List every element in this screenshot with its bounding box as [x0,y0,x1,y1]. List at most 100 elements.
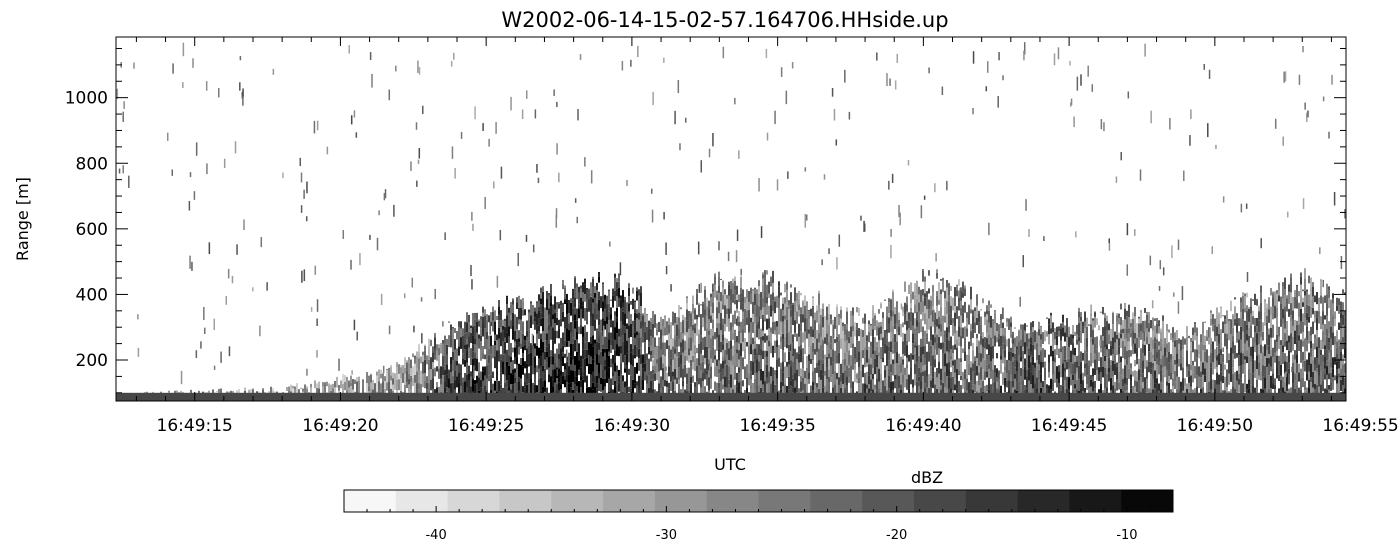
echo-cell [900,363,902,373]
echo-cell [1210,310,1212,313]
echo-cell [682,380,684,387]
echo-cell [1326,294,1328,304]
echo-cell [1034,371,1036,384]
echo-cell [806,301,808,309]
echo-cell [860,350,862,363]
echo-cell [772,380,774,394]
echo-cell [490,378,492,391]
echo-cell [914,283,916,296]
echo-cell [554,382,556,389]
echo-cell [766,270,768,275]
echo-cell [1152,358,1154,363]
echo-cell [1098,325,1100,331]
echo-cell [478,334,480,339]
speckle-echo [314,265,317,275]
speckle-echo [894,80,897,90]
echo-cell [1056,335,1058,346]
echo-cell [1254,293,1256,305]
echo-cell [666,380,668,387]
echo-cell [1210,353,1212,363]
speckle-echo [234,141,237,154]
echo-cell [1090,379,1092,387]
echo-cell [720,312,722,323]
speckle-echo [1286,211,1289,218]
echo-cell [516,329,518,339]
echo-cell [1126,364,1128,378]
echo-cell [714,332,716,340]
echo-cell [362,379,364,387]
echo-cell [538,306,540,311]
echo-cell [772,367,774,381]
echo-cell [968,354,970,365]
echo-cell [1112,371,1114,377]
echo-cell [986,332,988,339]
echo-cell [712,328,714,336]
echo-cell [922,301,924,313]
echo-cell [564,299,566,305]
echo-cell [980,309,982,311]
echo-cell [420,356,422,364]
echo-cell [842,330,844,339]
echo-cell [922,269,924,271]
echo-cell [400,367,402,374]
echo-cell [1178,358,1180,367]
echo-cell [812,329,814,338]
echo-cell [1204,375,1206,383]
echo-cell [936,342,938,355]
echo-cell [1074,347,1076,356]
echo-cell [518,381,520,391]
echo-cell [1118,313,1120,319]
echo-cell [636,309,638,314]
echo-cell [934,354,936,360]
echo-cell [1282,376,1284,388]
echo-cell [1250,362,1252,373]
echo-cell [790,309,792,317]
echo-cell [1092,381,1094,392]
echo-cell [770,305,772,317]
echo-cell [1080,373,1082,385]
echo-cell [1020,324,1022,330]
echo-cell [842,373,844,385]
echo-cell [804,378,806,384]
echo-cell [1234,297,1236,300]
echo-cell [340,379,342,381]
echo-cell [506,297,508,305]
echo-cell [1278,295,1280,302]
echo-cell [1030,384,1032,395]
echo-cell [426,389,428,394]
echo-cell [412,353,414,358]
echo-cell [706,374,708,386]
echo-cell [944,306,946,317]
echo-cell [882,318,884,330]
echo-cell [424,373,426,381]
echo-cell [1250,306,1252,314]
speckle-echo [946,180,948,191]
echo-cell [1108,372,1110,382]
echo-cell [700,335,702,342]
echo-cell [820,379,822,393]
echo-cell [614,277,616,291]
speckle-echo [1282,136,1284,146]
echo-cell [1284,341,1286,347]
echo-cell [578,343,580,354]
echo-cell [464,321,466,334]
echo-cell [1150,351,1152,363]
echo-cell [880,326,882,334]
echo-cell [1338,382,1340,390]
echo-cell [672,371,674,377]
speckle-echo [171,169,174,176]
echo-cell [790,360,792,367]
echo-cell [448,378,450,389]
echo-cell [842,338,844,349]
echo-cell [692,362,694,370]
echo-cell [718,285,720,293]
echo-cell [572,343,574,351]
echo-cell [680,364,682,378]
echo-cell [872,318,874,330]
echo-cell [1240,352,1242,366]
echo-cell [470,325,472,329]
echo-cell [1208,327,1210,329]
echo-cell [1208,327,1210,338]
echo-cell [1326,366,1328,375]
echo-cell [1098,367,1100,375]
